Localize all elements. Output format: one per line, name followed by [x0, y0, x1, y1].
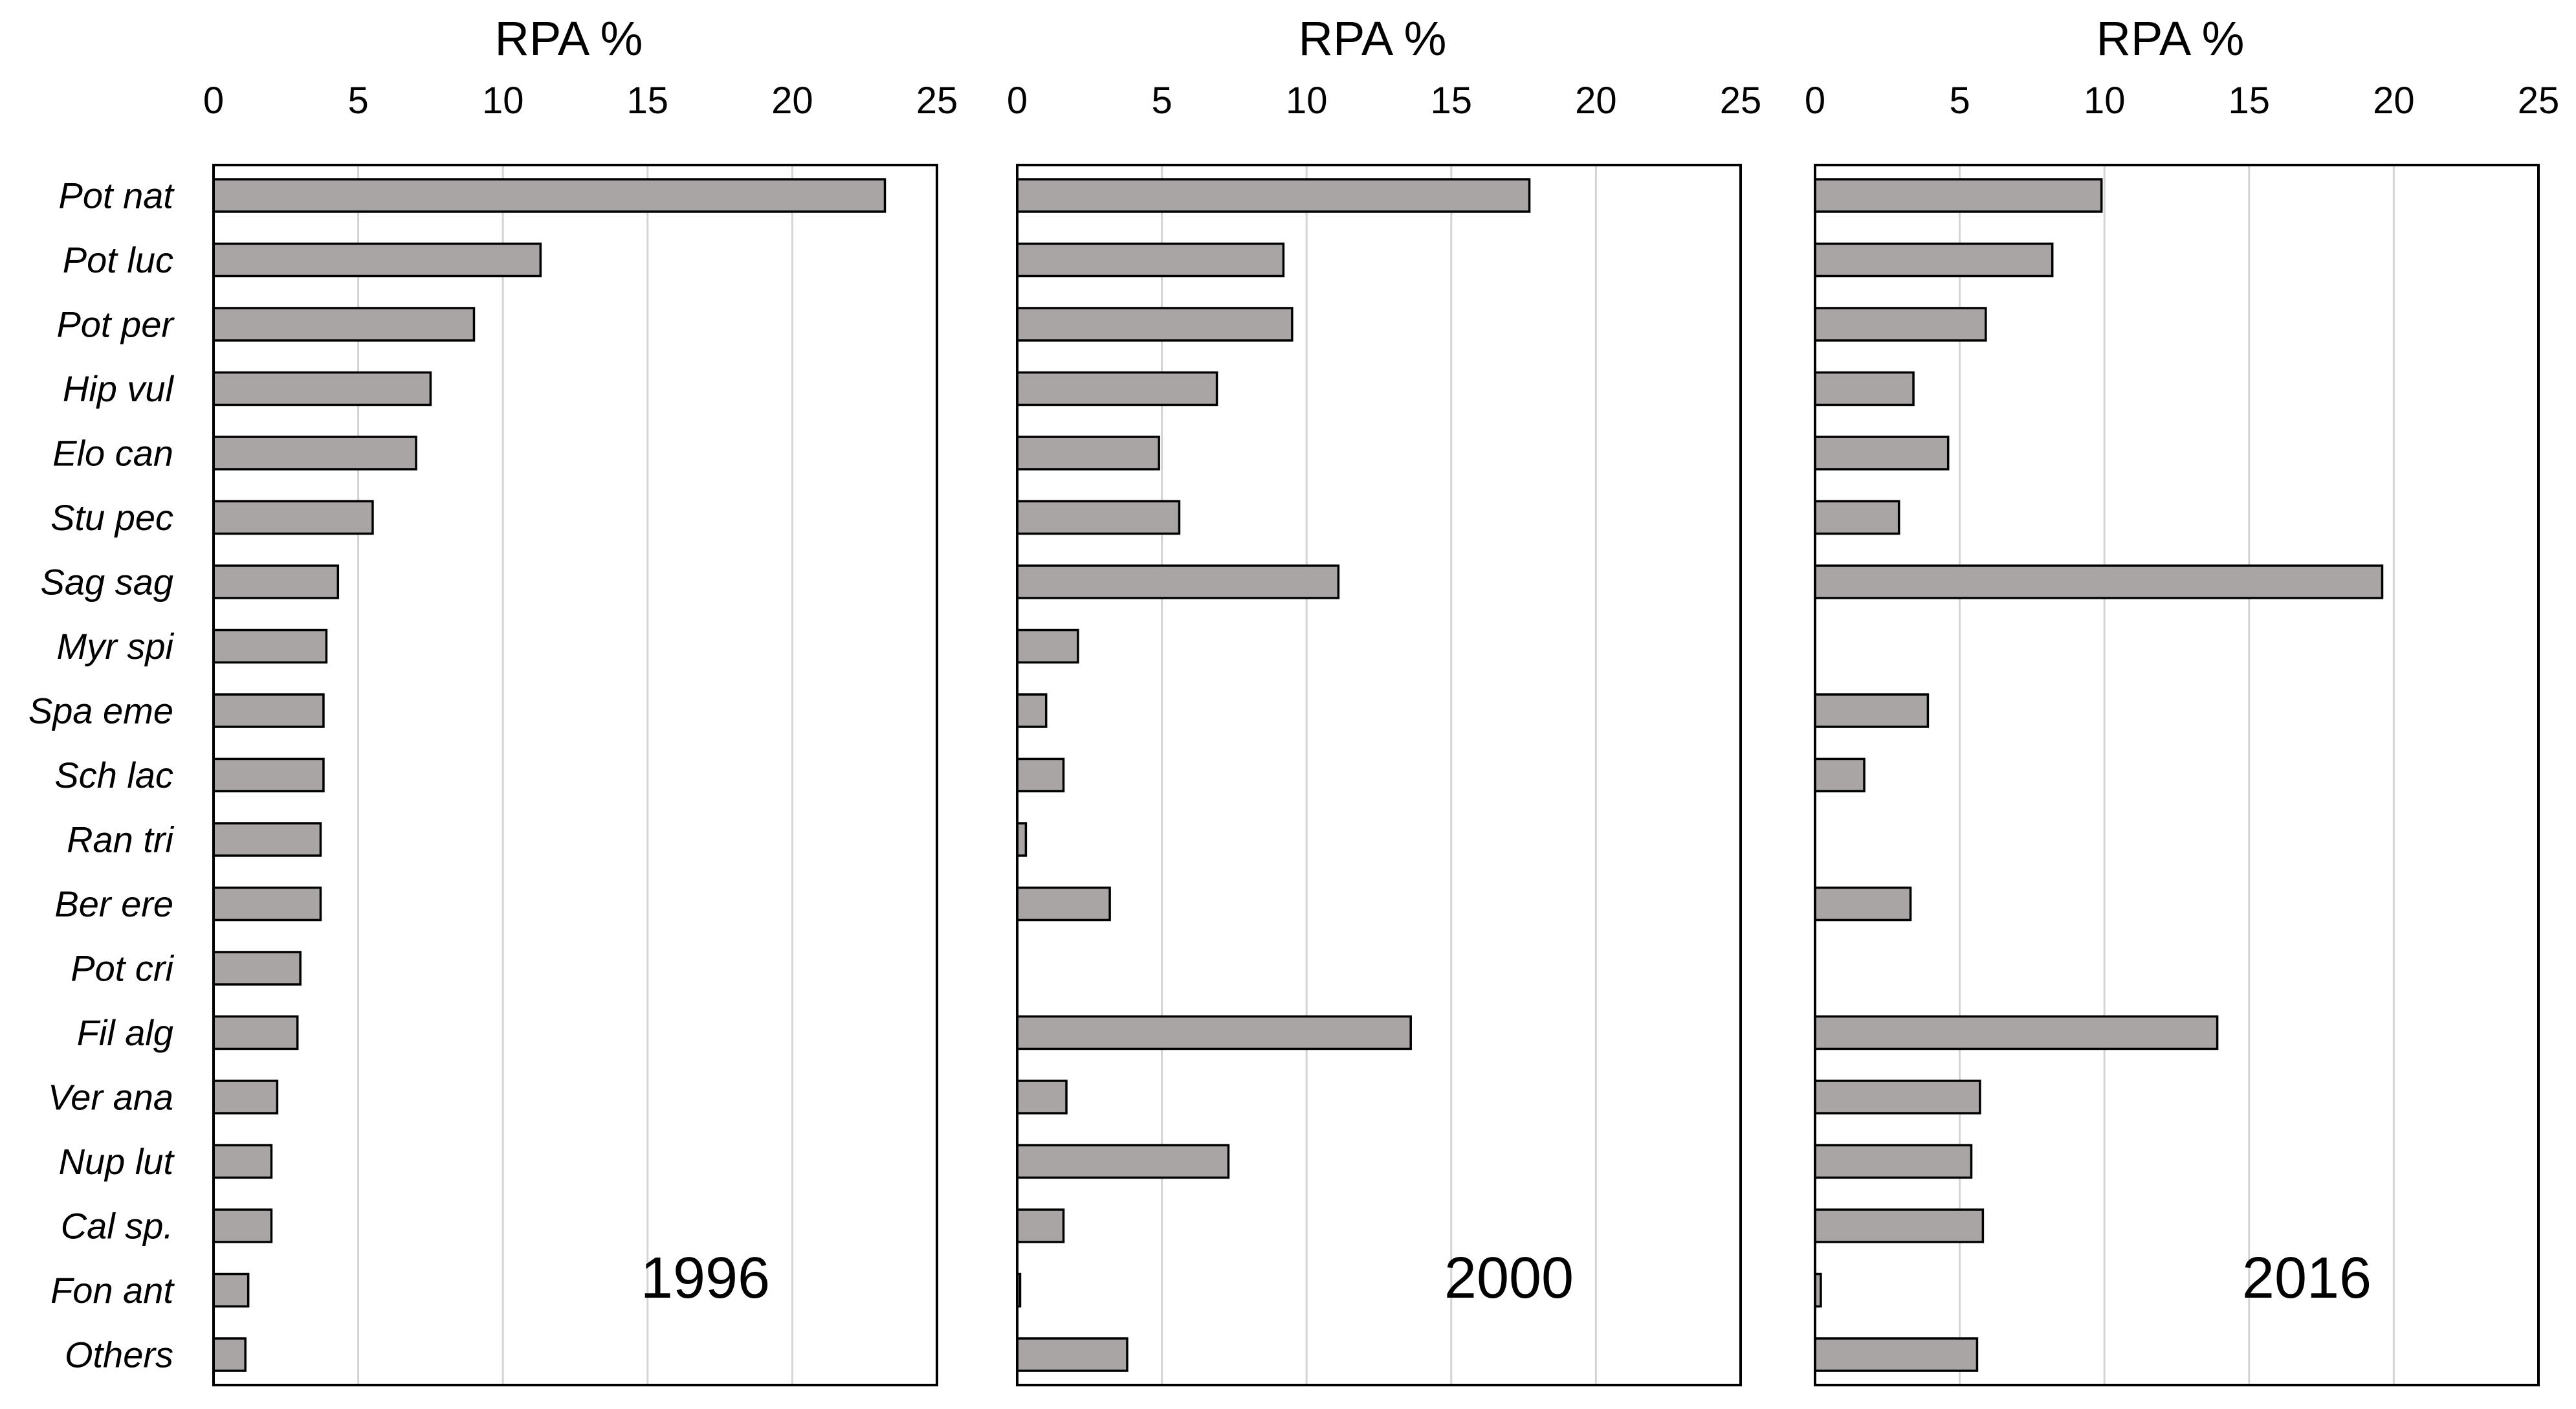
bar: [1814, 1080, 1981, 1115]
bar: [1016, 822, 1028, 857]
category-label: Cal sp.: [61, 1206, 173, 1247]
bar: [212, 242, 542, 278]
bar: [1814, 1337, 1979, 1372]
bar: [1016, 1337, 1128, 1372]
bar: [1814, 1015, 2219, 1050]
bar: [212, 886, 322, 922]
bar: [212, 307, 476, 342]
panel-year-label: 2000: [1444, 1246, 1574, 1311]
x-tick-label: 25: [1720, 80, 1762, 122]
x-tick-label: 25: [916, 80, 958, 122]
category-label: Ber ere: [54, 883, 173, 924]
bar: [1814, 307, 1987, 342]
x-tick-label: 0: [203, 80, 224, 122]
category-label: Hip vul: [63, 368, 175, 409]
category-label: Pot luc: [63, 239, 173, 280]
x-tick-label: 20: [771, 80, 813, 122]
bar: [1016, 564, 1340, 599]
bar: [1016, 693, 1048, 728]
category-label: Ran tri: [67, 819, 174, 860]
bar: [1814, 1208, 1985, 1243]
panel-frame: [1016, 164, 1742, 1386]
category-label: Spa eme: [28, 691, 173, 731]
bar: [1814, 500, 1900, 535]
bar: [212, 1272, 250, 1308]
x-tick-label: 15: [2229, 80, 2271, 122]
bar: [212, 500, 374, 535]
bar: [1814, 886, 1912, 922]
category-label: Fon ant: [50, 1270, 175, 1311]
bar: [212, 436, 417, 471]
bar: [212, 757, 325, 793]
bar: [1814, 693, 1930, 728]
category-label: Elo can: [52, 433, 173, 474]
bar: [1814, 371, 1915, 406]
panel-year-label: 2016: [2242, 1246, 2372, 1311]
bar: [212, 951, 302, 986]
bar: [1016, 436, 1160, 471]
bar: [1016, 1144, 1230, 1179]
category-label: Ver ana: [48, 1077, 173, 1118]
category-label: Pot per: [56, 304, 175, 345]
bar: [212, 1144, 273, 1179]
bar: [1016, 1208, 1065, 1243]
panel-frame: [1814, 164, 2540, 1386]
category-label: Sag sag: [41, 562, 174, 603]
panel-year-label: 1996: [641, 1246, 770, 1311]
category-label: Sch lac: [54, 755, 173, 795]
bar: [212, 628, 328, 664]
bar: [212, 564, 340, 599]
category-label: Myr spi: [57, 626, 175, 667]
bar: [1814, 564, 2384, 599]
bar: [212, 1337, 247, 1372]
bar: [1016, 500, 1181, 535]
x-tick-label: 25: [2518, 80, 2560, 122]
x-axis-title: RPA %: [2097, 12, 2245, 65]
bar: [1016, 1015, 1412, 1050]
x-tick-label: 10: [2084, 80, 2126, 122]
bar: [212, 1208, 273, 1243]
x-tick-label: 5: [347, 80, 368, 122]
bar: [212, 822, 322, 857]
category-label: Nup lut: [59, 1141, 175, 1182]
x-axis-title: RPA %: [1299, 12, 1447, 65]
x-tick-label: 10: [482, 80, 524, 122]
x-tick-label: 10: [1286, 80, 1328, 122]
bar: [1016, 371, 1218, 406]
category-label: Stu pec: [50, 497, 173, 538]
x-tick-label: 15: [1431, 80, 1473, 122]
x-tick-label: 5: [1151, 80, 1172, 122]
x-tick-label: 20: [2373, 80, 2415, 122]
x-axis-title: RPA %: [495, 12, 643, 65]
bar: [1016, 307, 1294, 342]
bar: [1016, 1080, 1068, 1115]
bar: [212, 1015, 299, 1050]
x-tick-label: 20: [1575, 80, 1617, 122]
category-label: Others: [65, 1335, 173, 1375]
bar: [1016, 757, 1065, 793]
bar: [1814, 1144, 1973, 1179]
bar: [1016, 242, 1285, 278]
x-tick-label: 5: [1949, 80, 1970, 122]
category-label: Fil alg: [77, 1012, 173, 1053]
bar: [1814, 242, 2054, 278]
bar: [1814, 757, 1866, 793]
x-tick-label: 0: [1007, 80, 1028, 122]
panel-frame: [212, 164, 938, 1386]
bar: [212, 178, 886, 213]
bar: [1016, 178, 1531, 213]
category-label: Pot cri: [71, 948, 174, 989]
bar: [1814, 178, 2103, 213]
bar: [1814, 436, 1950, 471]
bar: [212, 693, 325, 728]
bar: [212, 1080, 279, 1115]
category-label: Pot nat: [59, 175, 175, 216]
x-tick-label: 0: [1805, 80, 1825, 122]
bar: [1016, 886, 1111, 922]
bar: [212, 371, 432, 406]
bar: [1016, 628, 1079, 664]
x-tick-label: 15: [627, 80, 669, 122]
